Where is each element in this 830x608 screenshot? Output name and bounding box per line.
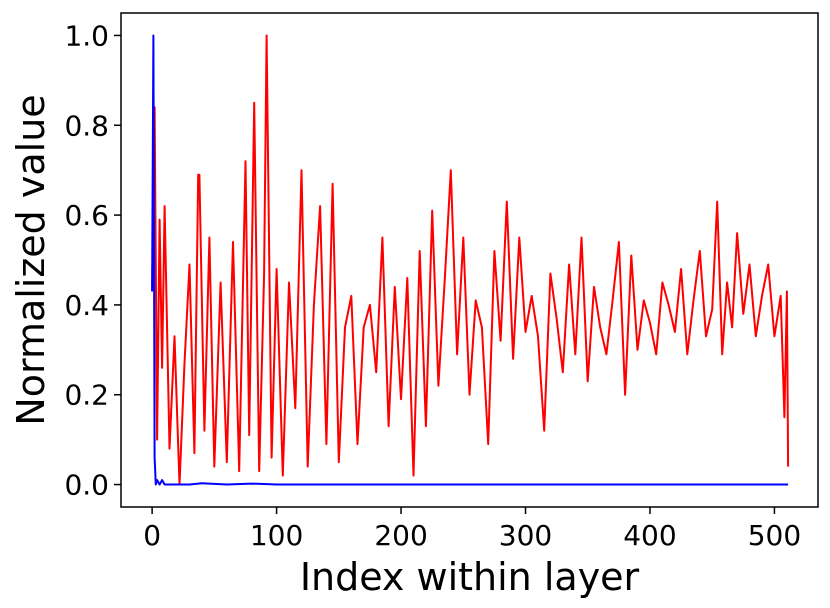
x-axis-ticks: 0 100 200 300 400 500: [143, 507, 801, 552]
y-tick-label: 0.0: [64, 469, 109, 502]
y-tick-label: 1.0: [64, 19, 109, 52]
x-tick-label: 100: [250, 519, 303, 552]
y-axis-ticks: 0.0 0.2 0.4 0.6 0.8 1.0: [64, 19, 121, 502]
y-tick-label: 0.6: [64, 199, 109, 232]
x-tick-label: 300: [499, 519, 552, 552]
x-axis-label: Index within layer: [300, 555, 640, 599]
y-axis-label: Normalized value: [9, 94, 53, 425]
y-tick-label: 0.8: [64, 109, 109, 142]
x-tick-label: 400: [623, 519, 676, 552]
plot-frame: [120, 12, 819, 508]
series-line-2: [151, 34, 789, 486]
y-tick-label: 0.2: [64, 379, 109, 412]
x-tick-label: 0: [143, 519, 161, 552]
y-tick-label: 0.4: [64, 289, 109, 322]
series-line-1: [151, 34, 790, 486]
x-tick-label: 500: [748, 519, 801, 552]
plot-lines: [151, 34, 790, 486]
x-tick-label: 200: [374, 519, 427, 552]
